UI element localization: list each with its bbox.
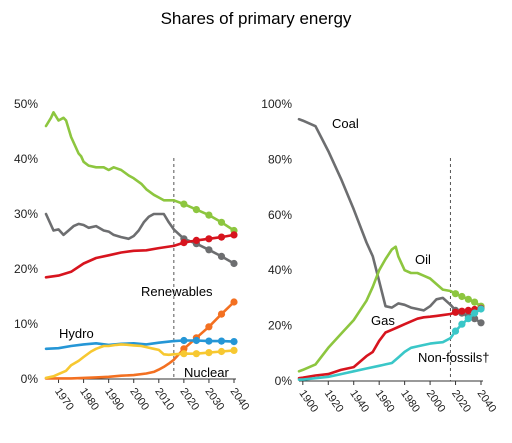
left-x-tick-label: 1990	[102, 386, 126, 413]
right-gas-projection-point	[458, 307, 466, 315]
right-y-tick-label: 40%	[268, 263, 292, 277]
left-renewables-projection-point	[205, 323, 213, 331]
right-y-tick-label: 100%	[261, 97, 292, 111]
left-coal-series-line	[44, 212, 176, 241]
right-y-tick-label: 60%	[268, 208, 292, 222]
right-coal-projection-point	[477, 319, 485, 327]
left-coal-projection-point	[217, 252, 226, 260]
right-nonfossils-projection-point	[458, 320, 466, 328]
left-oil-projection-point	[192, 206, 200, 214]
left-x-tick-label: 2040	[228, 386, 252, 413]
right-x-tick-label: 2000	[424, 388, 448, 415]
left-renewables-series-line	[44, 358, 176, 380]
left-nuclear-projection-point	[217, 347, 226, 356]
left-coal-projection-line	[172, 228, 235, 265]
right-y-tick-label: 20%	[268, 319, 292, 333]
right-x-tick-label: 2020	[449, 388, 473, 415]
left-oil-projection-point	[205, 211, 213, 219]
left-gas-series-line	[44, 244, 176, 279]
right-oil-projection-point	[451, 290, 460, 298]
left-y-tick-label: 40%	[14, 152, 38, 166]
right-coal-series-line	[297, 117, 452, 312]
left-gas-projection-point	[230, 231, 238, 239]
right-y-tick-label: 0%	[275, 374, 293, 388]
left-x-tick-label: 2010	[152, 386, 176, 413]
left-nuclear-projection-point	[192, 350, 200, 358]
left-x-tick-label: 2000	[127, 386, 151, 413]
left-nuclear-projection-point	[205, 349, 213, 357]
left-oil-series-line	[44, 111, 176, 202]
left-x-tick-label: 2030	[202, 386, 226, 413]
left-oil-projection-point	[217, 218, 226, 226]
left-nuclear-series-line	[44, 343, 176, 380]
right-y-tick-label: 80%	[268, 152, 292, 166]
right-nonfossils-series-line	[297, 336, 452, 381]
left-nuclear-projection-point	[230, 346, 238, 354]
left-x-tick-label: 1970	[52, 386, 76, 413]
right-nonfossils-projection-point	[471, 309, 479, 317]
left-y-tick-label: 20%	[14, 262, 38, 276]
left-hydro-projection-point	[205, 337, 213, 345]
left-coal-projection-point	[205, 246, 213, 254]
right-oil-projection-point	[464, 295, 472, 303]
right-gas-projection-point	[464, 306, 472, 314]
right-x-tick-label: 1960	[373, 388, 397, 415]
left-renewables-projection-point	[217, 310, 226, 318]
oil-label: Oil	[415, 252, 431, 267]
left-y-tick-label: 30%	[14, 207, 38, 221]
right-oil-projection-point	[471, 298, 479, 306]
left-y-tick-label: 0%	[21, 372, 39, 386]
chart-title: Shares of primary energy	[161, 9, 352, 28]
left-coal-projection-point	[230, 259, 238, 268]
left-hydro-projection-point	[230, 338, 238, 346]
left-gas-projection-point	[217, 233, 226, 241]
left-nuclear-projection-point	[180, 350, 188, 358]
right-oil-series-line	[297, 245, 452, 373]
left-gas-projection-point	[192, 236, 200, 244]
right-x-tick-label: 1940	[347, 388, 371, 415]
non-fossils-label: Non-fossils†	[418, 350, 490, 365]
hydro-label: Hydro	[59, 326, 94, 341]
right-x-tick-label: 1920	[322, 388, 346, 415]
left-oil-projection-point	[180, 200, 188, 208]
right-nonfossils-projection-point	[451, 327, 460, 335]
left-hydro-projection-point	[192, 336, 200, 345]
nuclear-label: Nuclear	[184, 365, 229, 380]
gas-label: Gas	[371, 313, 395, 328]
left-y-tick-label: 10%	[14, 317, 38, 331]
left-renewables-projection-point	[230, 298, 238, 306]
right-nonfossils-projection-point	[477, 305, 485, 313]
left-gas-projection-point	[205, 235, 213, 243]
left-x-tick-label: 2020	[177, 386, 201, 413]
right-gas-projection-point	[451, 308, 460, 316]
coal-label: Coal	[332, 116, 359, 131]
renewables-label: Renewables	[141, 284, 213, 299]
right-gas-series-line	[297, 312, 452, 380]
right-x-tick-label: 2040	[475, 388, 499, 415]
left-x-tick-label: 1980	[77, 386, 101, 413]
right-nonfossils-projection-point	[464, 315, 472, 323]
right-coal-projection-point	[471, 315, 479, 323]
right-oil-projection-point	[458, 292, 466, 301]
right-panel-shares-since-1900: 0%20%40%60%80%100%1900 1920 1940 1960 1980 20…	[261, 97, 498, 415]
left-hydro-projection-point	[217, 337, 226, 345]
right-x-tick-label: 1980	[398, 388, 422, 415]
left-y-tick-label: 50%	[14, 97, 38, 111]
left-hydro-projection-point	[180, 336, 188, 345]
left-gas-projection-point	[180, 239, 188, 247]
right-x-tick-label: 1900	[296, 388, 320, 415]
